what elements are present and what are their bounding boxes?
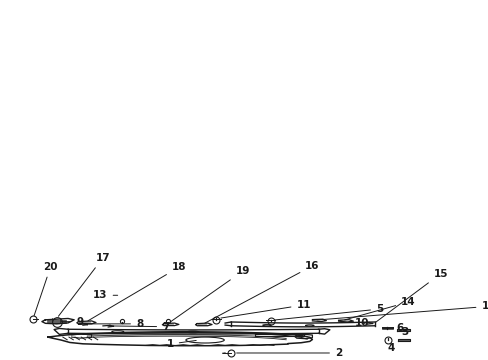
Text: 6: 6 bbox=[392, 323, 403, 333]
Text: 1: 1 bbox=[166, 339, 196, 349]
Text: 15: 15 bbox=[375, 269, 447, 322]
Text: 8: 8 bbox=[84, 319, 143, 329]
Text: 17: 17 bbox=[58, 253, 110, 316]
Text: 5: 5 bbox=[274, 304, 383, 320]
Text: 7: 7 bbox=[109, 322, 169, 332]
Text: 11: 11 bbox=[221, 300, 310, 318]
Text: 19: 19 bbox=[169, 266, 249, 322]
Text: 13: 13 bbox=[93, 290, 118, 300]
Text: 18: 18 bbox=[88, 262, 186, 321]
Text: 2: 2 bbox=[236, 348, 342, 358]
Text: 16: 16 bbox=[204, 261, 319, 323]
Text: 20: 20 bbox=[34, 262, 58, 316]
Text: 4: 4 bbox=[386, 343, 394, 352]
Text: 14: 14 bbox=[344, 297, 415, 320]
Text: 10: 10 bbox=[354, 318, 368, 328]
Text: 12: 12 bbox=[316, 301, 488, 320]
Text: 3: 3 bbox=[401, 327, 407, 337]
Text: 9: 9 bbox=[61, 316, 83, 327]
